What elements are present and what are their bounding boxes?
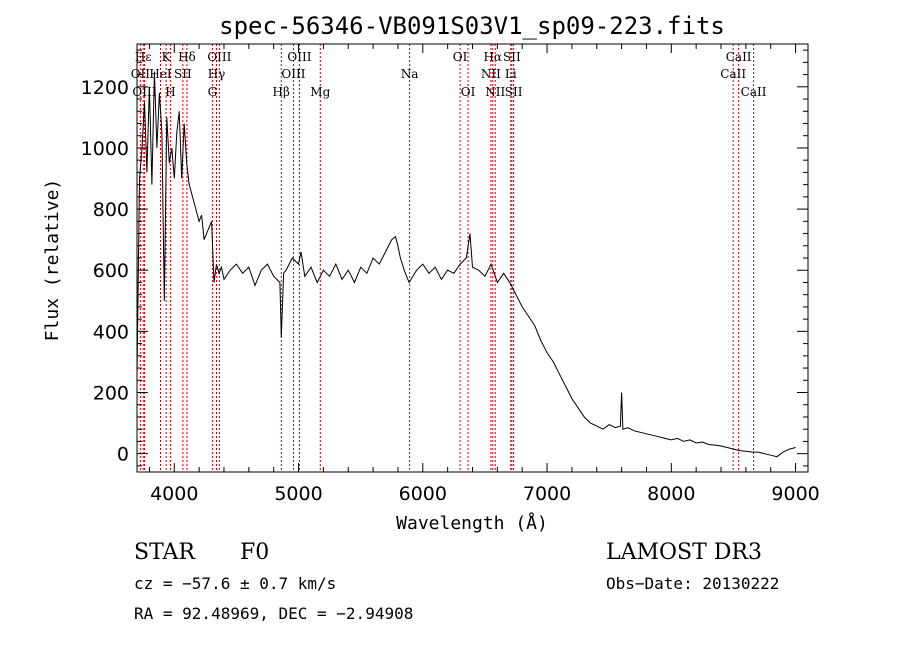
line-marker-label: Hγ	[208, 67, 226, 81]
y-tick-label: 200	[93, 383, 129, 405]
x-tick-label: 7000	[523, 483, 571, 505]
line-marker-label: Hε	[135, 50, 152, 64]
line-marker-label: Li	[505, 67, 517, 81]
line-marker-label: Hδ	[178, 50, 196, 64]
y-tick-label: 800	[93, 199, 129, 221]
line-marker-label: OIII	[281, 67, 305, 81]
obs-date: Obs−Date: 20130222	[606, 574, 779, 593]
line-marker-label: OIII	[132, 85, 156, 99]
object-class: STAR	[134, 540, 196, 565]
x-tick-label: 9000	[771, 483, 819, 505]
line-marker-labels: Hε OII OIII K HeI H Hδ SII OIII Hγ G Hβ OIII OIII Mg Na…	[131, 50, 767, 99]
spectrum-line	[136, 71, 796, 458]
x-tick-label: 4000	[150, 483, 198, 505]
y-tick-label: 600	[93, 260, 129, 282]
x-tick-label: 5000	[274, 483, 322, 505]
coordinates: RA = 92.48969, DEC = −2.94908	[134, 604, 413, 623]
chart-title: spec-56346-VB091S03V1_sp09-223.fits	[219, 12, 725, 40]
line-marker-label: HeI	[149, 67, 172, 81]
line-marker-label: Hβ	[273, 85, 290, 99]
line-marker-label: SII	[505, 85, 523, 99]
axis-ticks: 4000 5000 6000 7000 8000 9000 0 200 400 600 800 100…	[81, 44, 820, 505]
line-marker-label: OII	[131, 67, 151, 81]
line-marker-label: NII	[481, 67, 501, 81]
line-marker-label: H	[165, 85, 175, 99]
x-axis-label: Wavelength (Å)	[396, 512, 548, 534]
line-marker-label: Mg	[310, 85, 330, 99]
line-marker-label: OI	[453, 50, 468, 64]
plot-frame	[136, 43, 809, 473]
line-markers	[139, 44, 755, 472]
object-subclass: F0	[240, 540, 269, 565]
line-marker-label: OI	[461, 85, 476, 99]
line-marker-label: SII	[174, 67, 192, 81]
line-marker-label: CaII	[720, 67, 746, 81]
x-tick-label: 6000	[399, 483, 447, 505]
line-marker-label: Na	[401, 67, 419, 81]
y-axis-label: Flux (relative)	[42, 179, 63, 342]
line-marker-label: SII	[503, 50, 521, 64]
line-marker-label: Hα	[483, 50, 502, 64]
line-marker-label: OIII	[207, 50, 231, 64]
line-marker-label: CaII	[726, 50, 752, 64]
y-tick-label: 1000	[81, 138, 129, 160]
line-marker-label: OIII	[287, 50, 311, 64]
y-tick-label: 0	[117, 444, 129, 466]
line-marker-label: K	[162, 50, 172, 64]
line-marker-label: NII	[485, 85, 505, 99]
survey-name: LAMOST DR3	[606, 540, 762, 565]
redshift-cz: cz = −57.6 ± 0.7 km/s	[134, 574, 336, 593]
y-tick-label: 400	[93, 321, 129, 343]
line-marker-label: G	[208, 85, 218, 99]
y-tick-label: 1200	[81, 77, 129, 99]
line-marker-label: CaII	[741, 85, 767, 99]
x-tick-label: 8000	[647, 483, 695, 505]
